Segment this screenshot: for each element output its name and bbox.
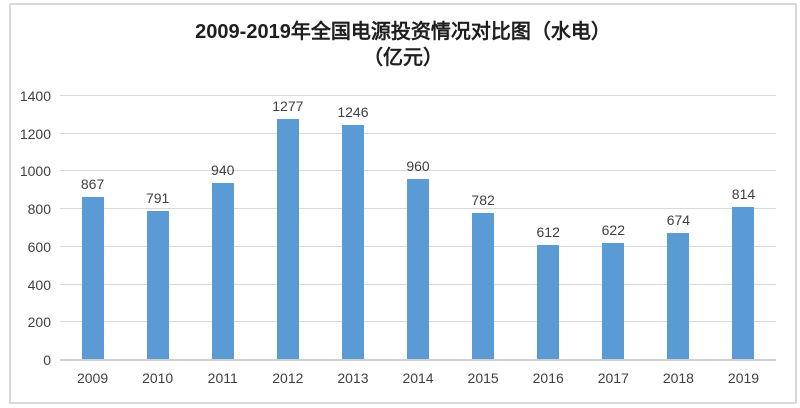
bar-slot-2014: 960: [385, 96, 450, 360]
bar-value-label-2011: 940: [211, 161, 235, 178]
bar-slot-2018: 674: [646, 96, 711, 360]
bar-slot-2010: 791: [125, 96, 190, 360]
bar-2012: [276, 119, 299, 360]
bar-2018: [667, 232, 690, 360]
x-tick-label-2015: 2015: [467, 370, 499, 386]
bar-value-label-2014: 960: [406, 157, 430, 174]
bar-value-label-2010: 791: [145, 189, 170, 206]
x-axis-line: [60, 359, 776, 361]
chart-frame: 2009-2019年全国电源投资情况对比图（水电） （亿元） 0 200 400 60…: [9, 3, 797, 404]
y-tick-label-1000: 1000: [19, 163, 51, 180]
bar-2017: [602, 242, 625, 360]
bar-slot-2015: 782: [451, 96, 516, 360]
x-tick-label-2017: 2017: [597, 370, 629, 386]
bar-slot-2013: 1246: [320, 96, 385, 360]
bar-series: 867 791 940 1277 1246 960 782 612 622 674 814: [60, 96, 776, 360]
bar-value-label-2018: 674: [666, 211, 691, 228]
bar-value-label-2012: 1277: [272, 98, 304, 115]
bar-2015: [472, 212, 495, 360]
bar-slot-2017: 622: [581, 96, 646, 360]
gridline-1200: [60, 132, 776, 134]
y-tick-label-1200: 1200: [19, 125, 51, 142]
bar-value-label-2019: 814: [731, 185, 756, 202]
x-tick-label-2011: 2011: [207, 370, 238, 386]
y-tick-label-0: 0: [43, 352, 51, 368]
gridline-1400: [60, 95, 776, 96]
y-tick-label-200: 200: [27, 314, 51, 331]
bar-value-label-2009: 867: [80, 175, 105, 192]
x-tick-label-2013: 2013: [337, 370, 369, 386]
x-tick-label-2010: 2010: [142, 370, 174, 386]
chart-header: 2009-2019年全国电源投资情况对比图（水电） （亿元）: [11, 19, 795, 71]
x-tick-label-2016: 2016: [532, 370, 564, 386]
bar-slot-2016: 612: [516, 96, 581, 360]
bar-slot-2011: 940: [190, 96, 255, 360]
plot-area: 0 200 400 600 800 1000 1200 1400 867 791 940 1277 1…: [20, 88, 776, 368]
x-tick-label-2014: 2014: [402, 370, 434, 386]
y-tick-label-600: 600: [27, 238, 51, 255]
bar-2010: [146, 210, 169, 360]
bar-value-label-2016: 612: [536, 223, 560, 240]
x-tick-label-2012: 2012: [272, 370, 304, 386]
chart-subtitle: （亿元）: [363, 47, 443, 69]
bar-2014: [407, 178, 430, 360]
x-tick-label-2009: 2009: [76, 370, 109, 386]
x-tick-label-2018: 2018: [662, 370, 694, 386]
bar-2013: [341, 125, 364, 360]
bar-value-label-2017: 622: [601, 221, 625, 238]
bar-2019: [732, 206, 755, 360]
y-tick-label-400: 400: [27, 276, 51, 293]
bar-slot-2012: 1277: [255, 96, 320, 360]
y-tick-label-800: 800: [27, 201, 51, 218]
bar-slot-2009: 867: [60, 96, 125, 360]
bar-2009: [81, 196, 104, 360]
y-axis-labels: 0 200 400 600 800 1000 1200 1400: [11, 88, 51, 368]
chart-title: 2009-2019年全国电源投资情况对比图（水电）: [195, 21, 611, 43]
gridline-1000: [60, 170, 776, 172]
bar-2016: [537, 244, 560, 360]
y-tick-label-1400: 1400: [19, 88, 51, 104]
x-axis-labels: 2009 2010 2011 2012 2013 2014 2015 2016 2017 2018…: [60, 370, 776, 386]
bar-slot-2019: 814: [711, 96, 776, 360]
bar-value-label-2015: 782: [471, 191, 495, 208]
x-tick-label-2019: 2019: [727, 370, 760, 386]
bar-2011: [211, 182, 234, 360]
bar-value-label-2013: 1246: [337, 104, 369, 121]
